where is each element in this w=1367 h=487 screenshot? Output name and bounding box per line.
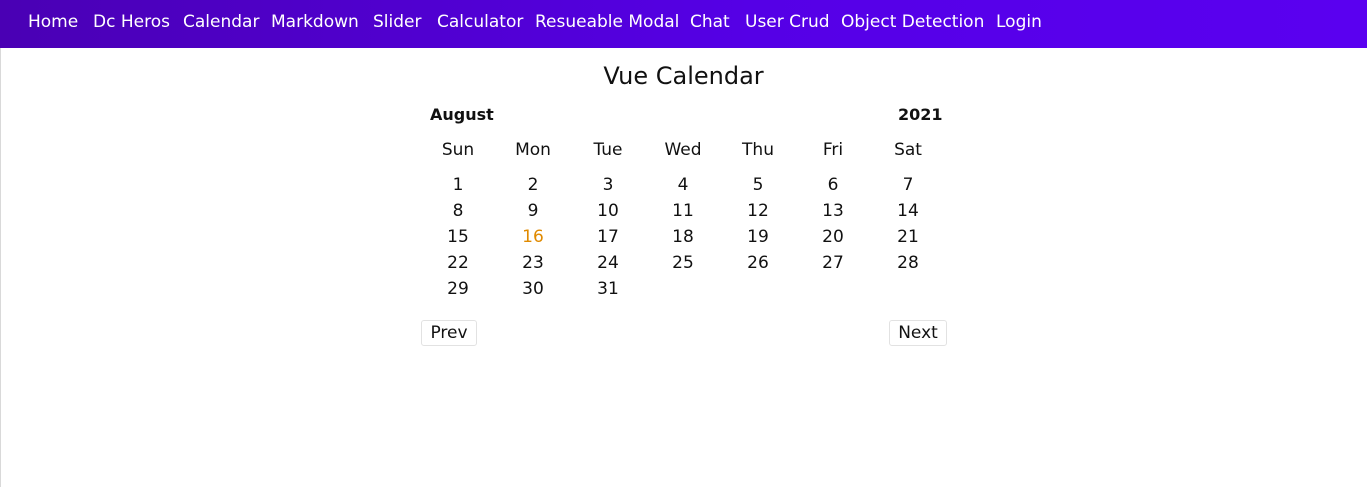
calendar-day[interactable]: 6 [827,175,839,195]
nav-resueable-modal[interactable]: Resueable Modal [535,12,680,32]
calendar-day[interactable]: 7 [902,175,914,195]
calendar-day[interactable]: 11 [672,201,694,221]
calendar-day[interactable]: 8 [452,201,464,221]
calendar-day[interactable]: 18 [672,227,694,247]
calendar-day[interactable]: 13 [822,201,844,221]
calendar-day[interactable]: 28 [897,253,919,273]
nav-slider[interactable]: Slider [373,12,422,32]
prev-month-button[interactable]: Prev [421,320,477,346]
nav-calendar[interactable]: Calendar [183,12,260,32]
calendar-day[interactable]: 10 [597,201,619,221]
calendar-day[interactable]: 12 [747,201,769,221]
calendar-day[interactable]: 22 [447,253,469,273]
calendar-day[interactable]: 4 [677,175,689,195]
top-navbar: Home Dc Heros Calendar Markdown Slider C… [0,0,1367,48]
nav-user-crud[interactable]: User Crud [745,12,830,32]
nav-home[interactable]: Home [28,12,79,32]
nav-dc-heros[interactable]: Dc Heros [93,12,170,32]
weekday-fri: Fri [822,140,844,160]
calendar-day-today[interactable]: 16 [522,227,544,247]
calendar-day[interactable]: 17 [597,227,619,247]
calendar-day[interactable]: 14 [897,201,919,221]
calendar-day[interactable]: 9 [527,201,539,221]
weekday-tue: Tue [593,140,623,160]
nav-calculator[interactable]: Calculator [437,12,524,32]
page-left-border [0,48,1,487]
weekday-thu: Thu [742,140,774,160]
calendar-day[interactable]: 19 [747,227,769,247]
calendar-day[interactable]: 29 [447,279,469,299]
nav-chat[interactable]: Chat [690,12,730,32]
calendar-day[interactable]: 1 [452,175,464,195]
calendar-day[interactable]: 3 [602,175,614,195]
next-month-button[interactable]: Next [889,320,947,346]
weekday-mon: Mon [515,140,551,160]
nav-object-detection[interactable]: Object Detection [841,12,985,32]
calendar-day[interactable]: 31 [597,279,619,299]
calendar-day[interactable]: 30 [522,279,544,299]
calendar-day[interactable]: 15 [447,227,469,247]
calendar-day[interactable]: 21 [897,227,919,247]
calendar-month: August [430,105,494,124]
calendar-day[interactable]: 26 [747,253,769,273]
weekday-sun: Sun [441,140,475,160]
calendar-day[interactable]: 25 [672,253,694,273]
calendar-day[interactable]: 23 [522,253,544,273]
weekday-sat: Sat [894,140,922,160]
calendar-day[interactable]: 20 [822,227,844,247]
calendar-day[interactable]: 5 [752,175,764,195]
calendar-year: 2021 [898,105,943,124]
page-title: Vue Calendar [603,62,764,90]
calendar-day[interactable]: 24 [597,253,619,273]
weekday-wed: Wed [664,140,702,160]
nav-markdown[interactable]: Markdown [271,12,359,32]
calendar-day[interactable]: 2 [527,175,539,195]
calendar-day[interactable]: 27 [822,253,844,273]
nav-login[interactable]: Login [996,12,1042,32]
